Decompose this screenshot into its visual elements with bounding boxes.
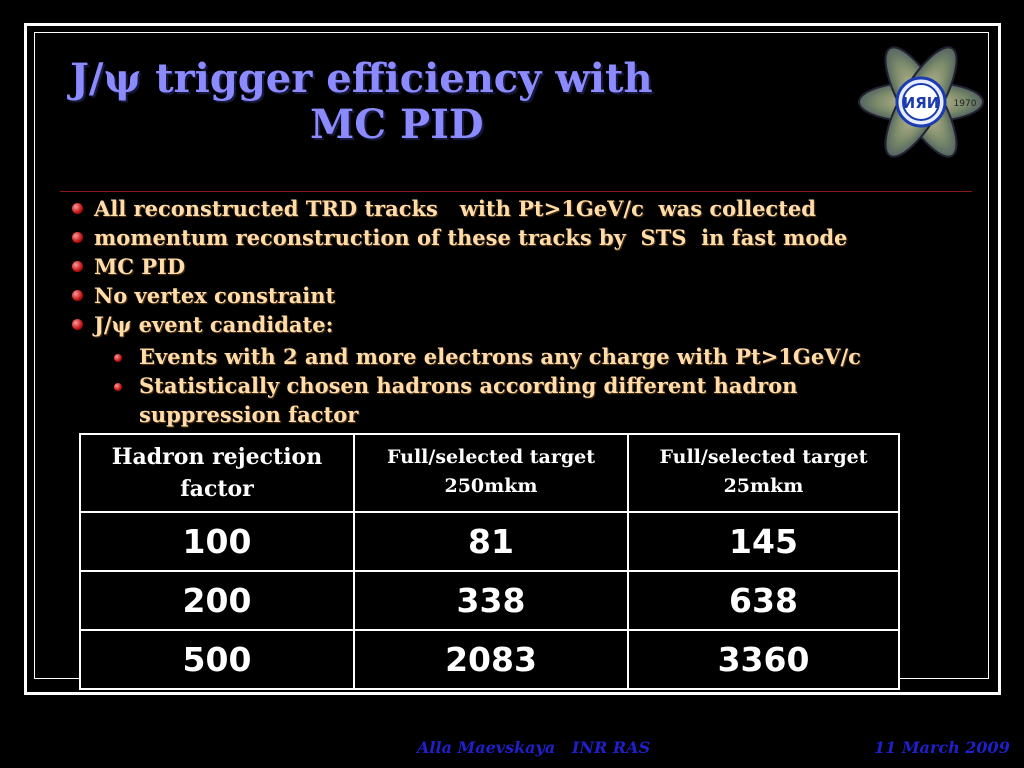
header-hadron-rejection: Hadron rejection factor — [79, 433, 355, 513]
sub-bullet-item: Events with 2 and more electrons any cha… — [114, 342, 990, 371]
table-cell: 500 — [79, 629, 355, 690]
bullet-item: J/ψ event candidate: — [70, 310, 990, 339]
sub-bullet-text: Events with 2 and more electrons any cha… — [139, 344, 861, 369]
efficiency-table: Hadron rejection factor Full/selected ta… — [79, 433, 900, 690]
table-cell: 638 — [627, 570, 900, 631]
table-cell: 3360 — [627, 629, 900, 690]
bullet-dot-icon — [72, 319, 83, 330]
bullet-dot-icon — [72, 203, 83, 214]
bullet-item: momentum reconstruction of these tracks … — [70, 223, 990, 252]
inr-logo-icon: ИЯИ 1970 — [858, 46, 984, 158]
table-cell: 2083 — [353, 629, 629, 690]
table-cell: 100 — [79, 511, 355, 572]
bullet-dot-icon — [72, 232, 83, 243]
table-row: 200 338 638 — [79, 570, 900, 631]
bullet-item: No vertex constraint — [70, 281, 990, 310]
table-cell: 81 — [353, 511, 629, 572]
table-row: 500 2083 3360 — [79, 629, 900, 690]
slide-outer-frame — [24, 23, 1001, 695]
slide-title: J/ψ trigger efficiency with MC PID — [70, 56, 750, 148]
title-divider — [60, 191, 972, 192]
bullet-text: MC PID — [94, 254, 186, 279]
footer-author: Alla Maevskaya INR RAS — [417, 738, 651, 757]
bullet-text: No vertex constraint — [94, 283, 336, 308]
sub-bullet-text: Statistically chosen hadrons according d… — [139, 373, 798, 427]
bullet-text: momentum reconstruction of these tracks … — [94, 225, 848, 250]
sub-bullet-dot-icon — [114, 383, 122, 391]
header-target-250: Full/selected target 250mkm — [353, 433, 629, 513]
table-cell: 145 — [627, 511, 900, 572]
title-line-1: J/ψ trigger efficiency with — [70, 55, 653, 102]
table-row: 100 81 145 — [79, 511, 900, 572]
bullet-dot-icon — [72, 261, 83, 272]
table-header-row: Hadron rejection factor Full/selected ta… — [79, 433, 900, 513]
table-cell: 338 — [353, 570, 629, 631]
sub-bullet-item: Statistically chosen hadrons according d… — [114, 371, 990, 429]
logo-year: 1970 — [954, 99, 977, 109]
bullet-dot-icon — [72, 290, 83, 301]
bullet-item: All reconstructed TRD tracks with Pt>1Ge… — [70, 194, 990, 223]
table-cell: 200 — [79, 570, 355, 631]
title-line-2: MC PID — [310, 101, 484, 148]
bullet-text: All reconstructed TRD tracks with Pt>1Ge… — [94, 196, 816, 221]
footer-date: 11 March 2009 — [874, 738, 1010, 757]
bullet-list: All reconstructed TRD tracks with Pt>1Ge… — [70, 194, 990, 429]
logo-text: ИЯИ — [903, 94, 940, 112]
bullet-text: J/ψ event candidate: — [94, 312, 334, 337]
bullet-item: MC PID — [70, 252, 990, 281]
header-target-25: Full/selected target 25mkm — [627, 433, 900, 513]
sub-bullet-dot-icon — [114, 354, 122, 362]
